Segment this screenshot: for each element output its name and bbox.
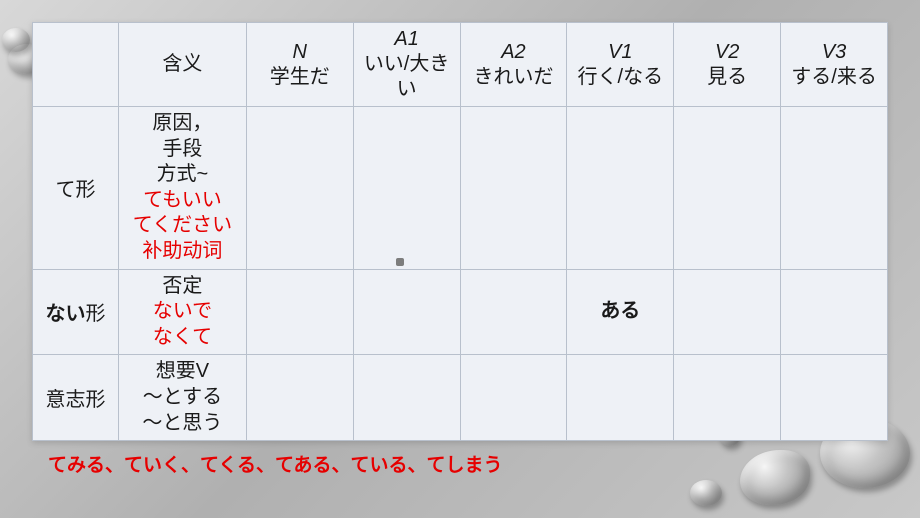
row-label-nai: ない形 [33, 269, 119, 355]
grammar-table: 含义 N学生だ A1いい/大きい A2きれいだ V1行く/なる V2見る V3す… [32, 22, 888, 441]
header-v2: V2見る [674, 23, 781, 107]
cell-nai-v3 [781, 269, 888, 355]
header-blank [33, 23, 119, 107]
header-v3: V3する/来る [781, 23, 888, 107]
cell-ishi-v3 [781, 355, 888, 441]
cell-nai-a2 [460, 269, 567, 355]
slide-center-marker [396, 258, 404, 266]
row-label-ishi: 意志形 [33, 355, 119, 441]
footer-note: てみる、ていく、てくる、てある、ている、てしまう [48, 450, 502, 477]
meaning-nai: 否定 ないで なくて [118, 269, 246, 355]
header-v1: V1行く/なる [567, 23, 674, 107]
header-n: N学生だ [246, 23, 353, 107]
row-te-form: て形 原因， 手段 方式~ てもいい てください 补助动词 [33, 107, 888, 270]
header-a2: A2きれいだ [460, 23, 567, 107]
cell-te-a1 [353, 107, 460, 270]
cell-ishi-v2 [674, 355, 781, 441]
cell-te-a2 [460, 107, 567, 270]
header-a1: A1いい/大きい [353, 23, 460, 107]
cell-ishi-n [246, 355, 353, 441]
bg-droplet [740, 450, 810, 505]
meaning-ishi: 想要V 〜とする 〜と思う [118, 355, 246, 441]
cell-te-v2 [674, 107, 781, 270]
row-label-te: て形 [33, 107, 119, 270]
cell-nai-a1 [353, 269, 460, 355]
bg-droplet [690, 480, 722, 506]
header-meaning: 含义 [118, 23, 246, 107]
cell-ishi-v1 [567, 355, 674, 441]
cell-te-n [246, 107, 353, 270]
cell-nai-v1: ある [567, 269, 674, 355]
row-nai-form: ない形 否定 ないで なくて ある [33, 269, 888, 355]
meaning-te: 原因， 手段 方式~ てもいい てください 补助动词 [118, 107, 246, 270]
table-header-row: 含义 N学生だ A1いい/大きい A2きれいだ V1行く/なる V2見る V3す… [33, 23, 888, 107]
row-ishi-form: 意志形 想要V 〜とする 〜と思う [33, 355, 888, 441]
bg-droplet [2, 28, 30, 52]
cell-te-v3 [781, 107, 888, 270]
cell-nai-n [246, 269, 353, 355]
cell-ishi-a2 [460, 355, 567, 441]
cell-ishi-a1 [353, 355, 460, 441]
cell-nai-v2 [674, 269, 781, 355]
cell-te-v1 [567, 107, 674, 270]
